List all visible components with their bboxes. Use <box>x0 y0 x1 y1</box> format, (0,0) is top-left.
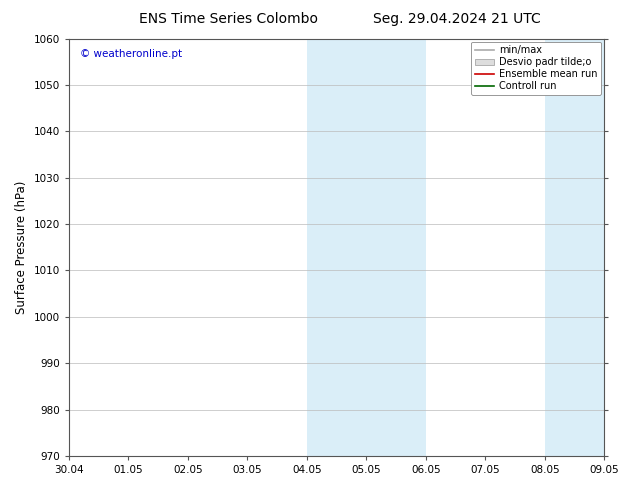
Text: ENS Time Series Colombo: ENS Time Series Colombo <box>139 12 318 26</box>
Legend: min/max, Desvio padr tilde;o, Ensemble mean run, Controll run: min/max, Desvio padr tilde;o, Ensemble m… <box>470 42 601 95</box>
Text: Seg. 29.04.2024 21 UTC: Seg. 29.04.2024 21 UTC <box>373 12 540 26</box>
Text: © weatheronline.pt: © weatheronline.pt <box>79 49 182 59</box>
Bar <box>545 39 604 456</box>
Y-axis label: Surface Pressure (hPa): Surface Pressure (hPa) <box>15 181 28 314</box>
Bar <box>307 39 426 456</box>
